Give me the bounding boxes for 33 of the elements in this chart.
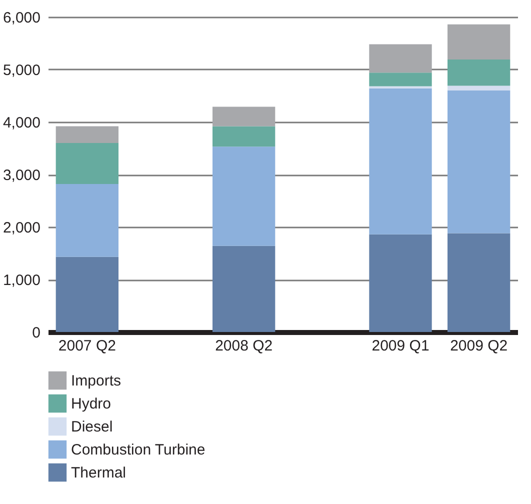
y-tick-label: 2,000 [2,220,40,236]
legend-label: Thermal [71,464,126,482]
legend-label: Combustion Turbine [71,442,206,458]
bar [56,126,118,143]
bar [448,86,510,90]
legend-label: Hydro [71,396,112,412]
bar [212,246,276,332]
x-tick-label: 2008 Q2 [215,338,273,354]
bar [448,233,510,332]
x-tick-label: 2009 Q2 [450,338,508,354]
bar [448,90,510,234]
y-tick-label: 0 [32,324,40,342]
bar [56,143,118,184]
bar [448,60,510,86]
bar [369,234,432,332]
x-tick-label: 2009 Q1 [372,338,430,354]
bar [56,184,118,257]
y-tick-label: 3,000 [2,167,40,184]
y-tick-label: 5,000 [2,62,40,79]
legend-label: Diesel [71,418,113,436]
y-tick-label: 6,000 [2,10,40,26]
bar [212,106,276,126]
y-tick-label: 4,000 [2,114,40,132]
bar [56,256,118,332]
bar [369,44,432,73]
y-tick-label: 1,000 [2,272,40,289]
bar [448,24,510,60]
bar [369,88,432,234]
legend-label: Imports [71,372,122,390]
bar [369,72,432,86]
bar [212,126,276,147]
bar [212,146,276,246]
x-tick-label: 2007 Q2 [58,338,116,354]
